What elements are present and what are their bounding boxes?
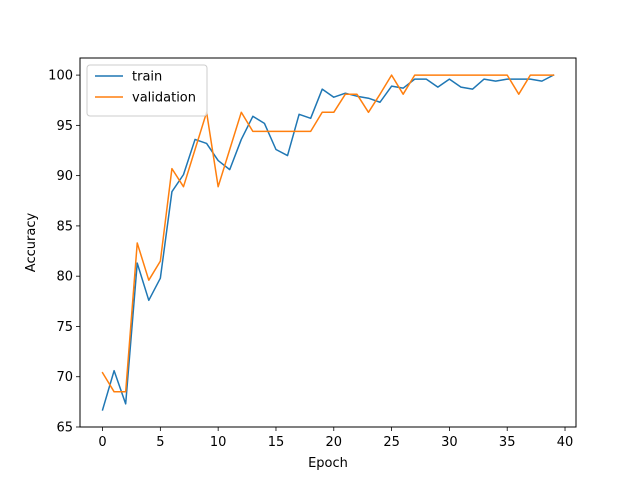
plot-lines <box>101 74 555 411</box>
x-axis-label: Epoch <box>308 456 348 471</box>
plot-frame <box>79 57 577 428</box>
y-tick-label: 75 <box>56 320 73 335</box>
x-tick-label: 5 <box>156 435 164 450</box>
y-tick-label: 85 <box>56 219 73 234</box>
y-tick-label: 80 <box>56 270 73 285</box>
legend-label-train: train <box>132 70 162 85</box>
legend-label-validation: validation <box>132 91 196 106</box>
x-tick-label: 0 <box>98 435 106 450</box>
y-tick-label: 90 <box>56 169 73 184</box>
series-line-train <box>101 74 555 411</box>
legend: train validation <box>86 64 208 117</box>
x-tick-label: 25 <box>383 435 400 450</box>
y-axis-ticks: 65 70 75 80 85 90 95 100 <box>48 69 80 436</box>
x-tick-label: 30 <box>441 435 458 450</box>
x-tick-label: 10 <box>210 435 227 450</box>
series-line-validation <box>101 74 555 393</box>
y-tick-label: 100 <box>48 69 73 84</box>
y-tick-label: 65 <box>56 421 73 436</box>
y-axis-label: Accuracy <box>24 213 39 273</box>
x-tick-label: 40 <box>557 435 574 450</box>
x-tick-label: 15 <box>268 435 285 450</box>
x-tick-label: 20 <box>326 435 343 450</box>
x-axis-ticks: 0 5 10 15 20 25 30 35 40 <box>98 427 573 450</box>
x-tick-label: 35 <box>499 435 516 450</box>
y-tick-label: 95 <box>56 119 73 134</box>
legend-box <box>86 64 208 117</box>
y-tick-label: 70 <box>56 370 73 385</box>
